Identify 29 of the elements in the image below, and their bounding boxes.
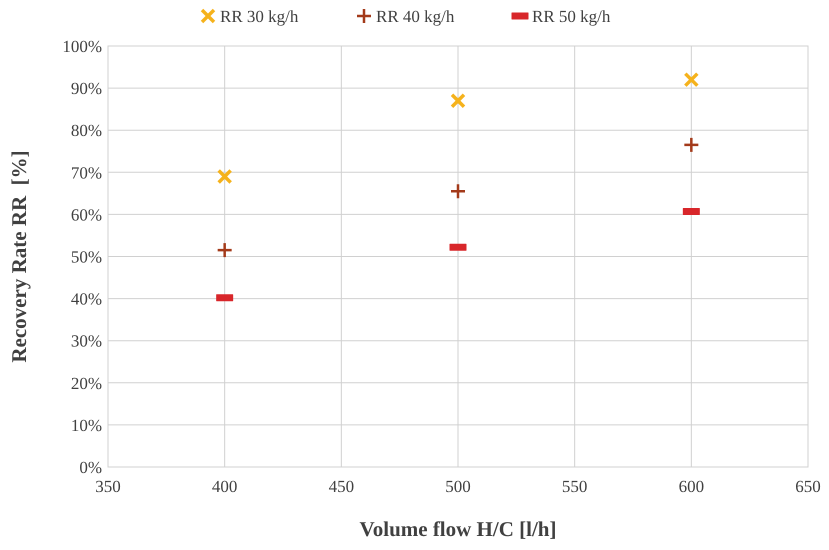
x-tick-label: 650 bbox=[795, 477, 821, 496]
y-tick-label: 40% bbox=[70, 290, 102, 309]
y-tick-label: 30% bbox=[70, 332, 102, 351]
x-tick-label: 450 bbox=[328, 477, 354, 496]
point bbox=[683, 136, 700, 154]
point bbox=[216, 242, 233, 258]
y-tick-label: 10% bbox=[70, 416, 102, 435]
point bbox=[684, 72, 700, 88]
x-tick-label: 400 bbox=[212, 477, 238, 496]
y-tick-label: 60% bbox=[70, 205, 102, 224]
y-tick-label: 70% bbox=[70, 163, 102, 182]
y-tick-label: 0% bbox=[79, 458, 102, 477]
x-tick-label: 500 bbox=[445, 477, 471, 496]
legend-label: RR 40 kg/h bbox=[376, 7, 455, 26]
point bbox=[450, 92, 466, 108]
x-tick-label: 550 bbox=[562, 477, 588, 496]
y-tick-label: 80% bbox=[70, 121, 102, 140]
y-axis-title: Recovery Rate RR [%] bbox=[7, 150, 31, 363]
x-tick-label: 600 bbox=[678, 477, 704, 496]
x-axis-title: Volume flow H/C [l/h] bbox=[360, 517, 556, 541]
y-tick-label: 50% bbox=[70, 248, 102, 266]
point bbox=[216, 168, 232, 184]
legend-label: RR 30 kg/h bbox=[220, 7, 299, 26]
point bbox=[450, 182, 466, 200]
x-tick-label: 350 bbox=[95, 477, 121, 496]
legend-label: RR 50 kg/h bbox=[532, 7, 611, 26]
y-tick-label: 100% bbox=[62, 37, 102, 56]
y-tick-label: 20% bbox=[70, 374, 102, 393]
y-tick-label: 90% bbox=[70, 79, 102, 98]
